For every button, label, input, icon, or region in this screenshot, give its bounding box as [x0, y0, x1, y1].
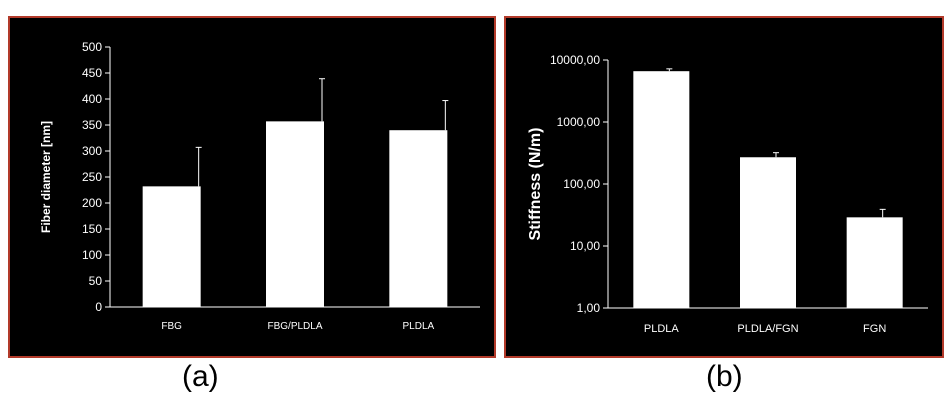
y-tick-label: 10,00: [570, 239, 600, 253]
y-tick-label: 1000,00: [557, 115, 601, 129]
bar: [633, 71, 690, 308]
fiber-diameter-chart: 0 50 100 150 200 250 300 350 400 450 500 Fiber diam…: [39, 40, 480, 332]
y-tick-label: 400: [82, 92, 102, 106]
y-tick-label: 10000,00: [550, 53, 600, 67]
y-tick-label: 0: [95, 300, 102, 314]
y-tick-label: 450: [82, 66, 102, 80]
stiffness-chart: 1,00 10,00 100,00 1000,00 10000,00 Stiffness …: [527, 53, 928, 335]
y-tick-label: 300: [82, 144, 102, 158]
panel-b: 1,00 10,00 100,00 1000,00 10000,00 Stiffness …: [504, 16, 944, 358]
y-tick-label: 1,00: [577, 301, 601, 315]
x-category-label: FBG: [161, 321, 182, 332]
x-category-label: FGN: [863, 323, 886, 335]
y-tick-label: 50: [89, 274, 103, 288]
y-tick-label: 100,00: [563, 177, 600, 191]
bar: [740, 157, 796, 308]
x-category-label: PLDLA/FGN: [737, 323, 798, 335]
bar: [389, 130, 448, 307]
y-tick-label: 500: [82, 40, 102, 54]
bar: [266, 121, 324, 307]
y-tick-label: 200: [82, 196, 102, 210]
panel-a-caption: (a): [182, 360, 219, 393]
bar: [846, 217, 903, 308]
panel-b-caption: (b): [706, 360, 743, 393]
bar: [142, 186, 201, 307]
y-tick-label: 250: [82, 170, 102, 184]
y-tick-label: 350: [82, 118, 102, 132]
x-category-label: FBG/PLDLA: [267, 321, 322, 332]
y-axis-title: Stiffness (N/m): [527, 128, 544, 241]
x-category-label: PLDLA: [402, 321, 434, 332]
y-tick-label: 100: [82, 248, 102, 262]
y-tick-label: 150: [82, 222, 102, 236]
panel-a: 0 50 100 150 200 250 300 350 400 450 500 Fiber diam…: [8, 16, 496, 358]
y-axis-title: Fiber diameter [nm]: [39, 121, 53, 233]
x-category-label: PLDLA: [644, 323, 680, 335]
